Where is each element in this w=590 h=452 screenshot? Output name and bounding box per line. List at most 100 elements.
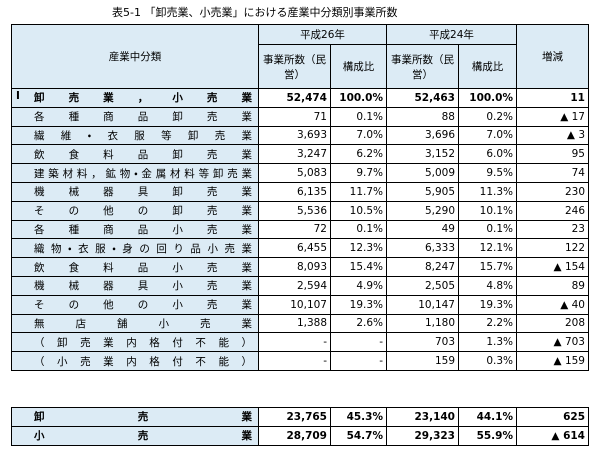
table-row: 建築材料，鉱物・金属材料等卸売業 5,083 9.7% 5,009 9.5% 74 bbox=[11, 163, 589, 183]
cell: 88 bbox=[386, 106, 459, 127]
title: 表5-1 「卸売業、小売業」における産業中分類別事業所数 bbox=[112, 6, 398, 19]
cell: 703 bbox=[386, 332, 459, 353]
table-row: I 卸売業，小売業 52,474 100.0% 52,463 100.0% 11 bbox=[11, 88, 589, 108]
cell: 5,009 bbox=[386, 163, 459, 183]
ratio-header: 構成比 bbox=[458, 44, 517, 89]
row-label-text: 小売業 bbox=[34, 430, 252, 443]
count-header: 事業所数（民営） bbox=[258, 44, 331, 89]
cell: 45.3% bbox=[330, 407, 387, 427]
row-label-text: 建築材料，鉱物・金属材料等卸売業 bbox=[34, 167, 252, 180]
cell: 23 bbox=[516, 219, 589, 240]
cell: 23,140 bbox=[386, 407, 459, 427]
summary-table: 卸売業 23,765 45.3% 23,140 44.1% 625 小売業 28,709 54.… bbox=[11, 407, 589, 446]
count-header: 事業所数（民営） bbox=[386, 44, 459, 89]
cell: 11 bbox=[516, 88, 589, 108]
cell: ▲ 159 bbox=[516, 351, 589, 371]
cell: 4.9% bbox=[330, 275, 387, 296]
cell: - bbox=[330, 351, 387, 371]
year-header: 平成26年 bbox=[258, 24, 387, 45]
cell: 0.1% bbox=[330, 106, 387, 127]
row-label: その他の小売業 bbox=[11, 294, 259, 315]
row-label-text: その他の卸売業 bbox=[34, 205, 252, 218]
table-row: 各種商品小売業 72 0.1% 49 0.1% 23 bbox=[11, 219, 589, 240]
cell: ▲ 614 bbox=[516, 425, 589, 446]
row-label-text: （卸売業内格付不能） bbox=[34, 336, 252, 349]
cell: 19.3% bbox=[458, 294, 517, 315]
cell: 2.2% bbox=[458, 313, 517, 334]
cell: 122 bbox=[516, 238, 589, 259]
data-table: 産業中分類 平成26年 平成24年 増減 事業所数（民営） 構成比 事業所数（民… bbox=[11, 24, 589, 371]
row-label: 建築材料，鉱物・金属材料等卸売業 bbox=[11, 163, 259, 183]
table-row: 機械器具小売業 2,594 4.9% 2,505 4.8% 89 bbox=[11, 275, 589, 296]
cell: 6,135 bbox=[258, 181, 331, 202]
cell: 9.5% bbox=[458, 163, 517, 183]
row-label: （小売業内格付不能） bbox=[11, 351, 259, 371]
row-label: 繊維・衣服等卸売業 bbox=[11, 125, 259, 146]
cell: 5,083 bbox=[258, 163, 331, 183]
cell: 208 bbox=[516, 313, 589, 334]
cell: 8,247 bbox=[386, 257, 459, 277]
cell: 1.3% bbox=[458, 332, 517, 353]
cell: 230 bbox=[516, 181, 589, 202]
cell: 2.6% bbox=[330, 313, 387, 334]
table-row: 飲食料品小売業 8,093 15.4% 8,247 15.7% ▲ 154 bbox=[11, 257, 589, 277]
cell: 29,323 bbox=[386, 425, 459, 446]
table-row: （卸売業内格付不能） - -703 1.3% ▲ 703 bbox=[11, 332, 589, 353]
cell: 159 bbox=[386, 351, 459, 371]
cell: 11.3% bbox=[458, 181, 517, 202]
cell: 10,107 bbox=[258, 294, 331, 315]
cell: 8,093 bbox=[258, 257, 331, 277]
row-label: 機械器具卸売業 bbox=[11, 181, 259, 202]
row-label: （卸売業内格付不能） bbox=[11, 332, 259, 353]
cell: ▲ 703 bbox=[516, 332, 589, 353]
table-row: 飲食料品卸売業 3,247 6.2% 3,152 6.0% 95 bbox=[11, 144, 589, 165]
cell: 54.7% bbox=[330, 425, 387, 446]
cell: 6,333 bbox=[386, 238, 459, 259]
cell: 19.3% bbox=[330, 294, 387, 315]
change-header: 増減 bbox=[516, 24, 589, 89]
table-row: （小売業内格付不能） - -159 0.3% ▲ 159 bbox=[11, 351, 589, 371]
cell: 0.3% bbox=[458, 351, 517, 371]
cell: 3,693 bbox=[258, 125, 331, 146]
cell: 3,247 bbox=[258, 144, 331, 165]
row-label: 織物・衣服・身の回り品小売業 bbox=[11, 238, 259, 259]
cell: 10,147 bbox=[386, 294, 459, 315]
cell: 9.7% bbox=[330, 163, 387, 183]
cell: ▲ 154 bbox=[516, 257, 589, 277]
table-row: 各種商品卸売業 71 0.1% 88 0.2% ▲ 17 bbox=[11, 106, 589, 127]
table-row: 無店舗小売業 1,388 2.6% 1,180 2.2% 208 bbox=[11, 313, 589, 334]
cell: 246 bbox=[516, 200, 589, 221]
cell: 89 bbox=[516, 275, 589, 296]
cell: 95 bbox=[516, 144, 589, 165]
row-label-text: 機械器具卸売業 bbox=[34, 186, 252, 199]
row-label: 各種商品卸売業 bbox=[11, 106, 259, 127]
row-label-text: 飲食料品卸売業 bbox=[34, 148, 252, 161]
cell: 5,290 bbox=[386, 200, 459, 221]
table-row: その他の小売業 10,107 19.3% 10,147 19.3% ▲ 40 bbox=[11, 294, 589, 315]
row-label: 無店舗小売業 bbox=[11, 313, 259, 334]
cell: 6,455 bbox=[258, 238, 331, 259]
cell: - bbox=[258, 332, 331, 353]
cell: 12.1% bbox=[458, 238, 517, 259]
row-label-text: 卸売業，小売業 bbox=[34, 92, 252, 105]
cell: 3,696 bbox=[386, 125, 459, 146]
row-label: 飲食料品卸売業 bbox=[11, 144, 259, 165]
cell: 2,594 bbox=[258, 275, 331, 296]
cell: 0.2% bbox=[458, 106, 517, 127]
row-label-text: 飲食料品小売業 bbox=[34, 261, 252, 274]
table-row: その他の卸売業 5,536 10.5% 5,290 10.1% 246 bbox=[11, 200, 589, 221]
row-label-text: 機械器具小売業 bbox=[34, 280, 252, 293]
cell: 15.7% bbox=[458, 257, 517, 277]
cell: 12.3% bbox=[330, 238, 387, 259]
cell: 10.5% bbox=[330, 200, 387, 221]
table-row: 小売業 28,709 54.7% 29,323 55.9% ▲ 614 bbox=[11, 425, 589, 446]
cell: 2,505 bbox=[386, 275, 459, 296]
cell: 5,536 bbox=[258, 200, 331, 221]
cell: 625 bbox=[516, 407, 589, 427]
cell: 0.1% bbox=[458, 219, 517, 240]
cell: 3,152 bbox=[386, 144, 459, 165]
row-label: その他の卸売業 bbox=[11, 200, 259, 221]
row-label-text: 繊維・衣服等卸売業 bbox=[34, 129, 252, 142]
table-row: 繊維・衣服等卸売業 3,693 7.0% 3,696 7.0% ▲ 3 bbox=[11, 125, 589, 146]
